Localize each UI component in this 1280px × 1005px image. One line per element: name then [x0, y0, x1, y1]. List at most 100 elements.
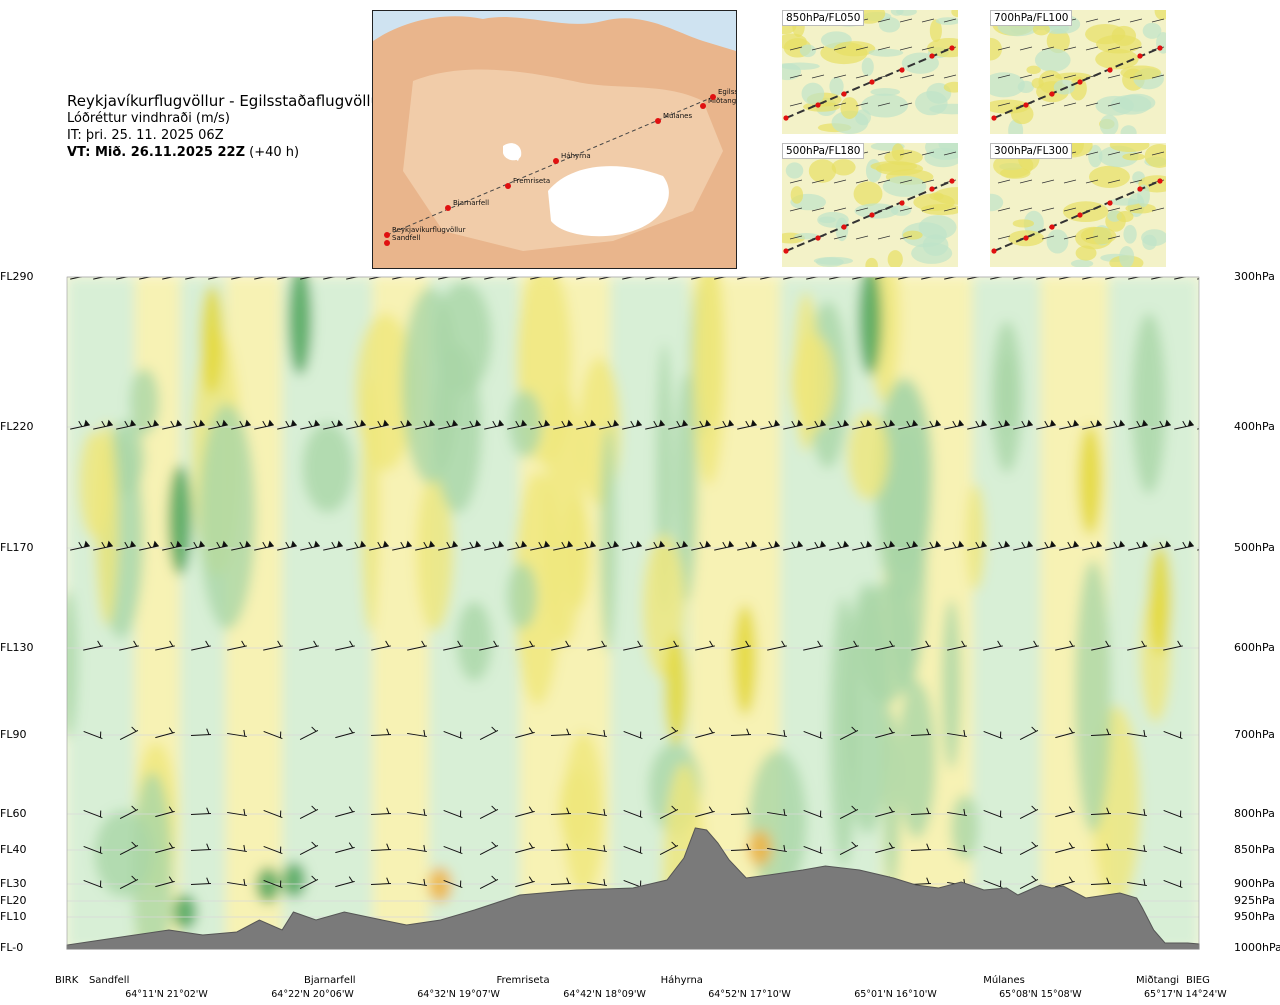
- inset-field-cell: [1154, 10, 1166, 21]
- updraft-cell: [191, 327, 242, 577]
- wind-barb: [622, 277, 642, 280]
- inset-field-cell: [901, 222, 947, 248]
- updraft-cell: [360, 378, 381, 633]
- wind-barb: [227, 844, 247, 853]
- updraft-cell: [847, 411, 890, 501]
- wind-barb: [254, 277, 274, 280]
- wind-barb: [1163, 640, 1183, 651]
- inset-wind-barb: [877, 102, 891, 107]
- wind-barb: [852, 277, 872, 280]
- inset-wind-barb: [921, 46, 935, 51]
- wind-barb: [185, 540, 205, 551]
- wind-barb: [767, 808, 787, 817]
- wind-barb: [484, 277, 504, 280]
- wind-barb: [1019, 726, 1039, 740]
- strong-draft-cell: [858, 277, 882, 375]
- inset-wind-barb: [921, 74, 935, 79]
- updraft-cell: [698, 277, 723, 425]
- wind-barb: [461, 277, 481, 280]
- wind-barb: [70, 419, 90, 430]
- wind-barb: [479, 805, 499, 819]
- wind-barb: [737, 277, 757, 280]
- wind-barb: [155, 842, 175, 854]
- wind-barb: [484, 419, 504, 430]
- wind-barb: [898, 419, 918, 430]
- inset-wind-barb: [811, 74, 825, 79]
- wind-barb: [407, 640, 427, 651]
- wind-barb: [645, 419, 665, 430]
- wind-barb: [369, 419, 389, 430]
- wind-barb: [767, 640, 787, 651]
- downdraft-cell: [94, 810, 154, 897]
- downdraft-band: [180, 277, 226, 949]
- inset-route-point: [841, 224, 847, 230]
- wind-barb: [479, 875, 499, 889]
- wind-barb: [263, 879, 283, 889]
- downdraft-cell: [857, 582, 916, 704]
- wind-barb: [119, 640, 139, 651]
- strong-draft-cell: [282, 862, 306, 898]
- inset-route-point: [1023, 235, 1029, 241]
- wind-barb: [839, 726, 859, 740]
- inset-field-cell: [794, 233, 819, 240]
- downdraft-cell: [951, 795, 979, 861]
- inset-wind-barb: [1151, 74, 1165, 79]
- wind-barb: [1127, 878, 1147, 887]
- downdraft-cell: [198, 403, 256, 630]
- inset-850hpa-label: 850hPa/FL050: [782, 10, 865, 26]
- inset-850hpa-map: [782, 10, 958, 134]
- wind-barb: [484, 540, 504, 551]
- inset-route-point: [991, 115, 997, 121]
- inset-field-cell: [1116, 210, 1134, 223]
- wind-barb: [1059, 277, 1079, 280]
- wind-barb: [1055, 806, 1075, 818]
- updraft-band: [372, 277, 430, 949]
- strong-draft-cell: [733, 605, 757, 715]
- wind-barb: [829, 419, 849, 430]
- wind-barb: [550, 877, 572, 886]
- downdraft-cell: [876, 377, 933, 570]
- flight-level-label: FL30: [0, 877, 27, 890]
- inset-field-cell: [829, 77, 844, 96]
- pressure-level-label: 925hPa: [1234, 894, 1275, 907]
- inset-wind-barb: [1019, 179, 1033, 184]
- wind-barb: [691, 540, 711, 551]
- wind-barb: [254, 540, 274, 551]
- inset-field-cell: [1088, 165, 1130, 188]
- wind-barb: [803, 640, 823, 651]
- inset-field-cell: [833, 41, 876, 57]
- wind-barb: [83, 809, 103, 819]
- wind-barb: [438, 540, 458, 551]
- wind-barb: [1055, 640, 1075, 651]
- strong-draft-cell: [288, 277, 312, 375]
- inset-field-cell: [835, 217, 849, 242]
- wind-barb: [443, 879, 463, 889]
- wind-barb: [227, 808, 247, 817]
- map-waypoint-dot: [384, 232, 390, 238]
- wind-barb: [346, 277, 366, 280]
- wind-barb: [875, 806, 895, 818]
- wind-barb: [910, 807, 932, 816]
- downdraft-cell: [674, 373, 698, 604]
- inset-wind-barb: [1107, 46, 1121, 51]
- updraft-cell: [789, 333, 836, 432]
- map-waypoint-label: Miðtangi: [708, 97, 736, 105]
- inset-850hpa: 850hPa/FL050: [782, 10, 958, 134]
- wind-barb: [576, 540, 596, 551]
- pressure-level-lines: [67, 276, 1199, 949]
- vatnajokull-glacier: [548, 166, 669, 237]
- wind-barb: [346, 419, 366, 430]
- coordinate-label: 64°52'N 17°10'W: [708, 989, 791, 1000]
- wind-barb: [737, 419, 757, 430]
- inset-wind-barb: [833, 179, 847, 184]
- downdraft-cell: [456, 601, 492, 682]
- inset-route-point: [1137, 53, 1143, 59]
- wind-barb: [829, 540, 849, 551]
- inset-wind-barb: [833, 74, 847, 79]
- strong-draft-cell: [168, 465, 192, 575]
- wind-barb: [227, 729, 247, 738]
- map-waypoint-dot: [553, 158, 559, 164]
- wind-barb: [553, 540, 573, 551]
- inset-route-point: [815, 102, 821, 108]
- updraft-cell: [514, 471, 562, 706]
